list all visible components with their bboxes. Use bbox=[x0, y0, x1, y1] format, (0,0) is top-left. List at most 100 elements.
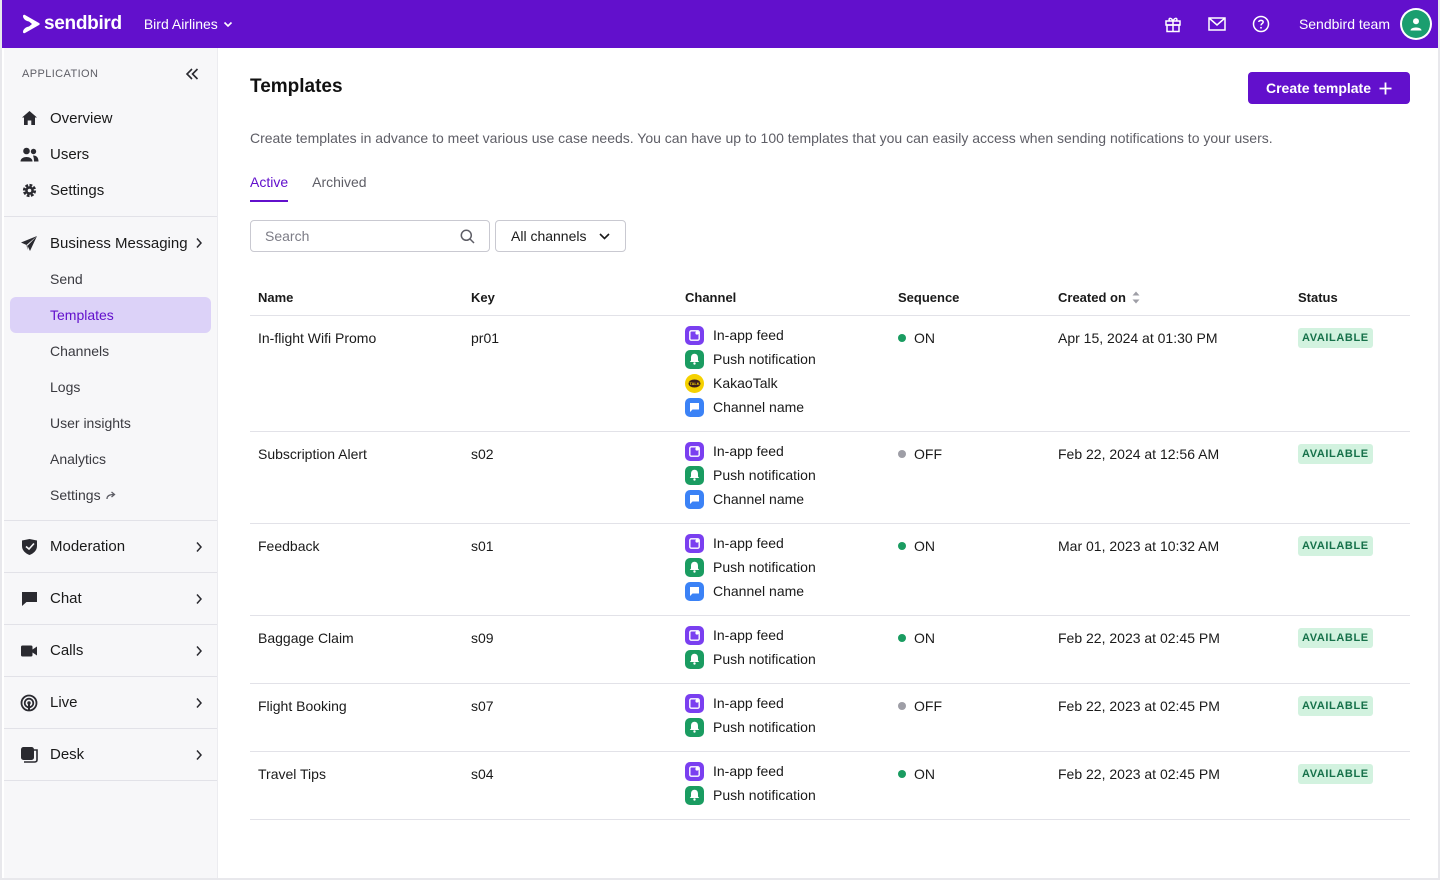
chevron-right-icon bbox=[196, 698, 203, 708]
org-name: Bird Airlines bbox=[143, 16, 218, 32]
chevron-right-icon bbox=[196, 646, 203, 656]
bell-icon bbox=[685, 557, 704, 577]
sidebar-subitem-send[interactable]: Send bbox=[50, 271, 83, 287]
status-badge: AVAILABLE bbox=[1298, 628, 1373, 648]
brand-name: sendbird bbox=[44, 13, 122, 34]
desk-icon bbox=[19, 745, 39, 765]
in-app-feed-icon bbox=[685, 625, 704, 645]
org-switcher[interactable]: Bird Airlines bbox=[144, 16, 233, 32]
sidebar-item-label: Live bbox=[50, 694, 78, 711]
search-icon bbox=[460, 229, 475, 244]
created-on: Feb 22, 2023 at 02:45 PM bbox=[1058, 698, 1220, 714]
broadcast-icon bbox=[19, 693, 39, 713]
column-header-created-on[interactable]: Created on bbox=[1050, 290, 1290, 305]
status-dot bbox=[898, 634, 906, 642]
tabs: Active Archived bbox=[250, 174, 391, 202]
column-header-key: Key bbox=[471, 290, 495, 305]
sidebar-subitem-templates[interactable]: Templates bbox=[10, 297, 211, 333]
collapse-sidebar-icon[interactable] bbox=[185, 68, 199, 80]
in-app-feed-icon bbox=[685, 761, 704, 781]
status-dot bbox=[898, 450, 906, 458]
sidebar-item-live[interactable]: Live bbox=[4, 677, 217, 729]
templates-table: Name Key Channel Sequence Created on Sta… bbox=[250, 280, 1410, 820]
sidebar-item-calls[interactable]: Calls bbox=[4, 625, 217, 677]
template-name[interactable]: In-flight Wifi Promo bbox=[258, 330, 377, 346]
table-row[interactable]: Travel Tips s04 In-app feed Push notific… bbox=[250, 752, 1410, 820]
in-app-feed-icon bbox=[685, 533, 704, 553]
team-name[interactable]: Sendbird team bbox=[1298, 16, 1390, 32]
sequence-status: ON bbox=[890, 316, 1050, 431]
tab-archived[interactable]: Archived bbox=[312, 174, 367, 190]
status-cell: AVAILABLE bbox=[1290, 524, 1410, 615]
in-app-feed-icon bbox=[685, 693, 704, 713]
channel-item: In-app feed bbox=[685, 531, 890, 555]
channel-item: In-app feed bbox=[685, 323, 890, 347]
avatar[interactable] bbox=[1400, 8, 1432, 40]
sidebar-subitem-analytics[interactable]: Analytics bbox=[50, 451, 107, 467]
bell-icon bbox=[685, 349, 704, 369]
sidebar-subitem-logs[interactable]: Logs bbox=[50, 379, 81, 395]
status-dot bbox=[898, 334, 906, 342]
channel-label: Push notification bbox=[713, 719, 816, 735]
tab-active[interactable]: Active bbox=[250, 174, 289, 202]
sort-icon bbox=[1132, 291, 1140, 304]
channel-label: Push notification bbox=[713, 467, 816, 483]
user-icon bbox=[1402, 10, 1430, 38]
template-name[interactable]: Flight Booking bbox=[258, 698, 347, 714]
chevron-right-icon bbox=[196, 750, 203, 760]
status-dot bbox=[898, 702, 906, 710]
sequence-label: ON bbox=[914, 330, 935, 346]
template-name[interactable]: Subscription Alert bbox=[258, 446, 367, 462]
chevron-down-icon bbox=[599, 232, 610, 240]
sequence-status: ON bbox=[890, 524, 1050, 615]
bell-icon bbox=[685, 649, 704, 669]
status-dot bbox=[898, 542, 906, 550]
template-name[interactable]: Baggage Claim bbox=[258, 630, 354, 646]
channel-filter-dropdown[interactable]: All channels bbox=[495, 220, 626, 252]
channel-item: TALK KakaoTalk bbox=[685, 371, 890, 395]
chevron-right-icon bbox=[196, 238, 203, 248]
sidebar-subitem-user-insights[interactable]: User insights bbox=[50, 415, 131, 431]
table-row[interactable]: Feedback s01 In-app feed Push notificati… bbox=[250, 524, 1410, 616]
status-cell: AVAILABLE bbox=[1290, 316, 1410, 431]
table-row[interactable]: Subscription Alert s02 In-app feed Push … bbox=[250, 432, 1410, 524]
sidebar-item-chat[interactable]: Chat bbox=[4, 573, 217, 625]
in-app-feed-icon bbox=[685, 441, 704, 461]
status-badge: AVAILABLE bbox=[1298, 328, 1373, 348]
sidebar-subitem-channels[interactable]: Channels bbox=[50, 343, 110, 359]
sidebar-item-desk[interactable]: Desk bbox=[4, 729, 217, 781]
channel-item: In-app feed bbox=[685, 691, 890, 715]
sequence-status: ON bbox=[890, 752, 1050, 819]
sidebar-item-business-messaging[interactable]: Business Messaging bbox=[4, 225, 217, 261]
sidebar-item-settings[interactable]: Settings bbox=[4, 172, 217, 208]
table-row[interactable]: Flight Booking s07 In-app feed Push noti… bbox=[250, 684, 1410, 752]
sidebar-item-moderation[interactable]: Moderation bbox=[4, 521, 217, 573]
sendbird-logo[interactable]: sendbird bbox=[20, 13, 122, 35]
template-key: s07 bbox=[471, 698, 494, 714]
sidebar-item-label: Overview bbox=[50, 109, 113, 127]
table-row[interactable]: Baggage Claim s09 In-app feed Push notif… bbox=[250, 616, 1410, 684]
template-channels: In-app feed Push notification bbox=[677, 752, 890, 819]
sidebar-item-users[interactable]: Users bbox=[4, 136, 217, 172]
bell-icon bbox=[685, 785, 704, 805]
gift-icon[interactable] bbox=[1163, 14, 1183, 34]
table-row[interactable]: In-flight Wifi Promo pr01 In-app feed Pu… bbox=[250, 316, 1410, 432]
chevron-right-icon bbox=[196, 594, 203, 604]
template-name[interactable]: Travel Tips bbox=[258, 766, 326, 782]
created-on: Feb 22, 2023 at 02:45 PM bbox=[1058, 630, 1220, 646]
create-template-button[interactable]: Create template bbox=[1248, 72, 1410, 104]
create-template-label: Create template bbox=[1265, 80, 1372, 96]
divider bbox=[4, 216, 217, 217]
sequence-label: ON bbox=[914, 630, 935, 646]
help-icon[interactable] bbox=[1251, 14, 1271, 34]
channel-item: Push notification bbox=[685, 463, 890, 487]
mail-icon[interactable] bbox=[1207, 14, 1227, 34]
template-key: pr01 bbox=[471, 330, 500, 346]
sidebar-item-overview[interactable]: Overview bbox=[4, 100, 217, 136]
template-name[interactable]: Feedback bbox=[258, 538, 320, 554]
sidebar-subitem-settings[interactable]: Settings bbox=[4, 477, 217, 513]
template-key: s09 bbox=[471, 630, 494, 646]
page-description: Create templates in advance to meet vari… bbox=[250, 130, 1273, 146]
search-input[interactable]: Search bbox=[250, 220, 490, 252]
